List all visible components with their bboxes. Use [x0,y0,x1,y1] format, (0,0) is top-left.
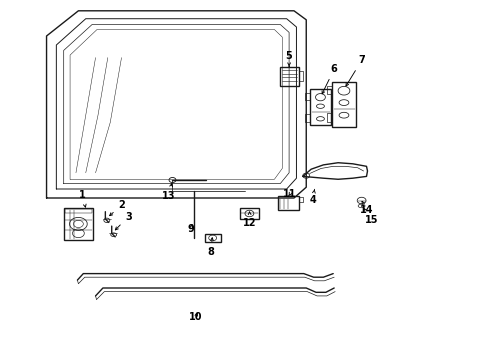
Text: 7: 7 [346,55,365,86]
Text: 3: 3 [115,212,132,230]
Bar [332,82,356,127]
Text: 1: 1 [79,190,86,207]
Text: 4: 4 [309,189,316,205]
Bar [64,208,93,240]
Text: 10: 10 [189,312,203,322]
Text: 8: 8 [207,238,214,257]
Text: 6: 6 [322,64,338,94]
Text: 15: 15 [364,208,378,225]
Bar [205,234,220,242]
Text: 5: 5 [286,51,293,66]
Text: 13: 13 [162,184,176,201]
Bar [65,209,92,213]
Text: 9: 9 [188,224,195,234]
Text: 11: 11 [283,189,297,199]
Bar [240,208,259,219]
Text: 14: 14 [360,201,373,215]
Bar [278,196,299,210]
Bar [310,89,331,125]
Bar [280,67,299,86]
Text: 12: 12 [243,212,257,228]
Text: 2: 2 [110,200,125,216]
